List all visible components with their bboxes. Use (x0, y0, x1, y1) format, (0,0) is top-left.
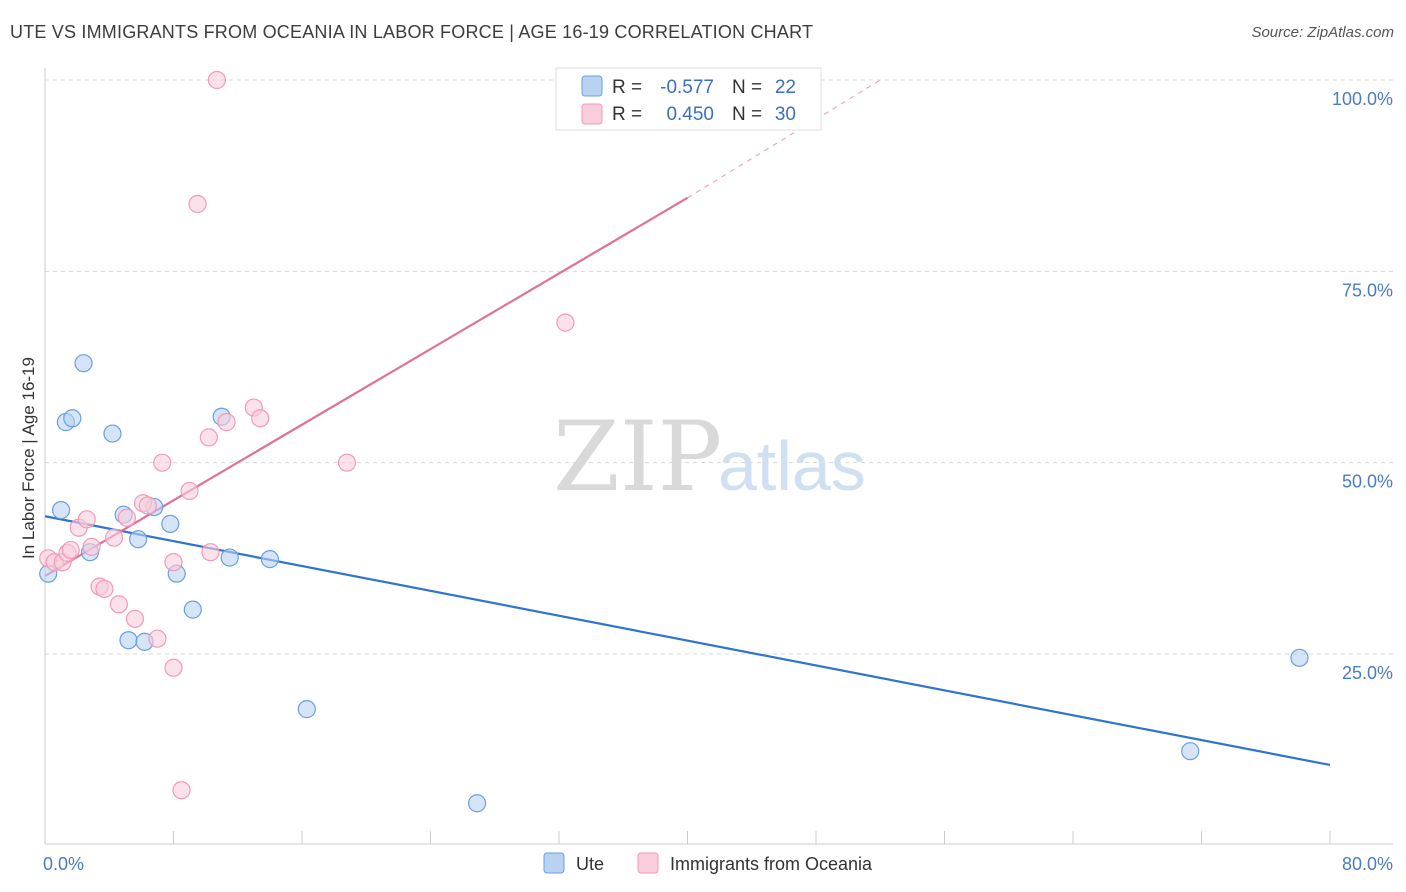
legend-bottom-label-ute[interactable]: Ute (576, 854, 604, 874)
legend-r-value-oceania: 0.450 (666, 104, 714, 125)
legend-r-label-ute: R = (612, 77, 642, 98)
oceania-point-6[interactable] (77, 510, 96, 529)
ute-point-16[interactable] (220, 548, 239, 567)
oceania-point-13[interactable] (125, 609, 145, 628)
y-axis-title: In Labor Force | Age 16-19 (19, 357, 38, 559)
ute-point-12[interactable] (161, 514, 180, 533)
legend-swatch-oceania (581, 103, 603, 125)
oceania-point-29[interactable] (337, 453, 357, 472)
axes (44, 68, 1393, 845)
y-tick-label-50: 50.0% (1342, 472, 1393, 492)
source-label: Source: ZipAtlas.com (1251, 24, 1394, 41)
oceania-point-17[interactable] (153, 453, 172, 472)
ute-point-1[interactable] (51, 501, 71, 520)
chart-title: UTE VS IMMIGRANTS FROM OCEANIA IN LABOR … (10, 22, 814, 42)
watermark: ZIP atlas (553, 401, 866, 513)
trendline-extension-oceania (687, 79, 881, 199)
trendline-oceania (44, 196, 689, 577)
y-tick-label-25: 25.0% (1342, 663, 1393, 683)
gridlines (45, 79, 1393, 655)
ute-point-4[interactable] (74, 354, 93, 373)
oceania-point-16[interactable] (148, 629, 167, 648)
oceania-point-23[interactable] (199, 428, 218, 447)
x-tick-label-min: 0.0% (43, 854, 84, 874)
ute-point-21[interactable] (1290, 648, 1309, 667)
data-points (39, 70, 1309, 813)
ute-point-8[interactable] (119, 631, 138, 650)
ute-point-14[interactable] (183, 600, 202, 619)
legend-n-label-oceania: N = (732, 104, 762, 125)
oceania-point-25[interactable] (207, 70, 226, 90)
oceania-point-20[interactable] (172, 781, 191, 800)
trendline-ute (44, 515, 1331, 767)
series-legend: Ute Immigrants from Oceania (543, 852, 873, 874)
oceania-point-30[interactable] (556, 313, 575, 332)
y-tick-labels: 100.0% 75.0% 50.0% 25.0% (1332, 89, 1393, 683)
ute-point-17[interactable] (260, 549, 279, 569)
oceania-point-9[interactable] (95, 579, 114, 599)
watermark-atlas: atlas (718, 427, 866, 505)
oceania-point-4[interactable] (61, 540, 80, 560)
oceania-point-26[interactable] (217, 413, 236, 432)
oceania-point-21[interactable] (180, 481, 199, 501)
legend-bottom-swatch-oceania[interactable] (637, 852, 659, 874)
ute-point-19[interactable] (467, 794, 487, 813)
oceania-point-22[interactable] (188, 194, 207, 214)
oceania-point-19[interactable] (164, 553, 183, 572)
oceania-point-18[interactable] (164, 658, 183, 677)
legend-n-value-oceania: 30 (775, 104, 796, 125)
legend-bottom-label-oceania[interactable]: Immigrants from Oceania (670, 854, 873, 874)
oceania-point-15[interactable] (138, 496, 157, 515)
legend-bottom-swatch-ute[interactable] (543, 852, 565, 874)
ute-point-20[interactable] (1181, 742, 1200, 761)
oceania-point-10[interactable] (104, 528, 124, 547)
legend-swatch-ute (581, 75, 603, 97)
oceania-point-24[interactable] (201, 543, 220, 562)
watermark-zip: ZIP (553, 401, 722, 513)
oceania-point-12[interactable] (117, 508, 137, 527)
oceania-point-11[interactable] (109, 595, 128, 614)
oceania-point-7[interactable] (82, 537, 101, 556)
y-tick-label-100: 100.0% (1332, 89, 1393, 109)
ute-point-9[interactable] (129, 530, 148, 549)
legend-r-value-ute: -0.577 (660, 77, 714, 98)
legend-n-value-ute: 22 (775, 77, 796, 98)
correlation-legend: R = -0.577 N = 22 R = 0.450 N = 30 (555, 67, 822, 131)
x-tick-label-max: 80.0% (1342, 854, 1393, 874)
ute-point-6[interactable] (103, 424, 122, 443)
legend-n-label-ute: N = (732, 77, 762, 98)
legend-r-label-oceania: R = (612, 104, 642, 125)
oceania-point-28[interactable] (251, 409, 270, 428)
ute-point-18[interactable] (297, 700, 316, 719)
y-tick-label-75: 75.0% (1342, 280, 1393, 300)
ute-point-3[interactable] (63, 409, 82, 428)
